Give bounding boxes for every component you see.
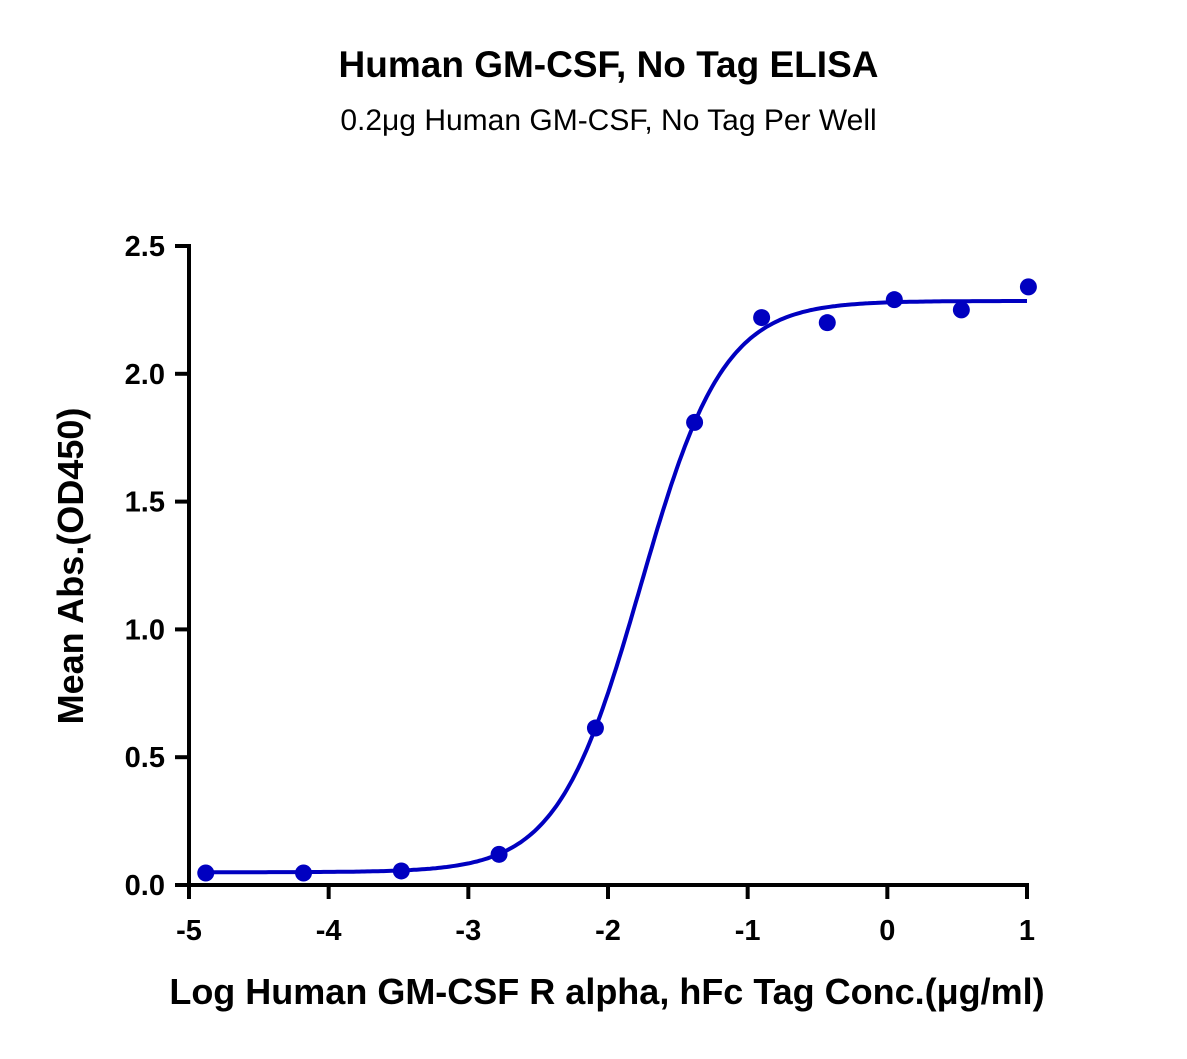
x-tick-label: -1 bbox=[735, 915, 761, 947]
data-point bbox=[490, 845, 508, 863]
axes bbox=[175, 244, 1029, 899]
data-points bbox=[197, 278, 1037, 882]
data-point bbox=[295, 864, 313, 882]
data-point bbox=[197, 864, 215, 882]
data-point bbox=[586, 719, 604, 737]
y-tick-label: 1.5 bbox=[125, 487, 165, 519]
data-point bbox=[818, 314, 836, 332]
y-tick-label: 2.0 bbox=[125, 359, 165, 391]
x-tick-label: -4 bbox=[316, 915, 342, 947]
x-tick-label: -2 bbox=[595, 915, 621, 947]
data-point bbox=[686, 413, 704, 431]
data-point bbox=[753, 309, 771, 327]
x-axis-label: Log Human GM-CSF R alpha, hFc Tag Conc.(… bbox=[169, 971, 1044, 1012]
y-tick-label: 1.0 bbox=[125, 614, 165, 646]
x-tick-label: -5 bbox=[176, 915, 202, 947]
x-tick-label: 0 bbox=[879, 915, 895, 947]
x-tick-labels: -5 -4 -3 -2 -1 0 1 bbox=[176, 915, 1035, 947]
x-tick-label: 1 bbox=[1019, 915, 1035, 947]
data-point bbox=[952, 301, 970, 319]
data-point bbox=[885, 291, 903, 309]
y-tick-label: 2.5 bbox=[125, 231, 165, 263]
y-axis-label: Mean Abs.(OD450) bbox=[50, 408, 91, 725]
y-tick-label: 0.5 bbox=[125, 742, 165, 774]
y-tick-labels: 0.0 0.5 1.0 1.5 2.0 2.5 bbox=[125, 231, 165, 902]
chart-subtitle: 0.2μg Human GM-CSF, No Tag Per Well bbox=[340, 104, 877, 137]
data-point bbox=[392, 862, 410, 880]
chart-title: Human GM-CSF, No Tag ELISA bbox=[338, 44, 879, 85]
y-tick-label: 0.0 bbox=[125, 870, 165, 902]
x-tick-label: -3 bbox=[455, 915, 481, 947]
data-point bbox=[1019, 278, 1037, 296]
fit-curve bbox=[205, 299, 1027, 875]
